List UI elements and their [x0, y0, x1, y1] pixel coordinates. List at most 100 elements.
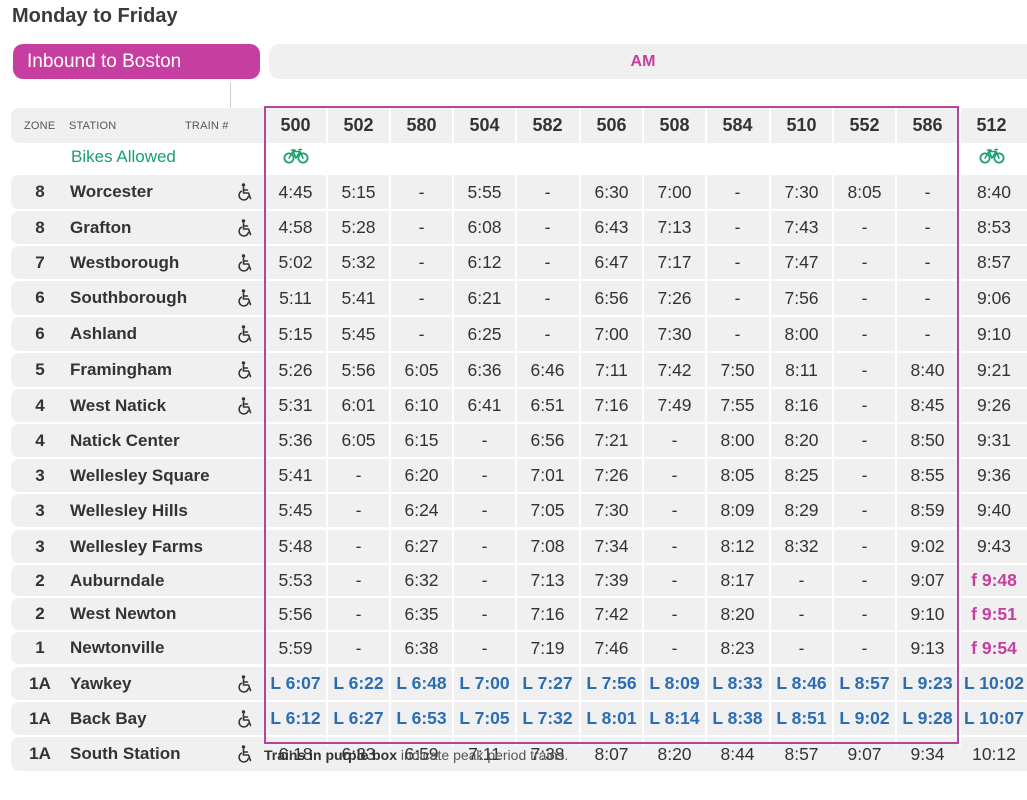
time-cell: L 8:09 — [649, 673, 700, 693]
time-cell: 6:12 — [467, 252, 502, 272]
time-cell: 8:55 — [910, 465, 945, 485]
station-name: Worcester — [70, 182, 153, 201]
station-name: Wellesley Farms — [70, 536, 203, 556]
time-cell: - — [924, 287, 931, 308]
time-cell: - — [671, 637, 678, 658]
time-cell: L 8:57 — [839, 673, 890, 693]
row-bg — [11, 389, 1027, 422]
time-cell: L 7:27 — [522, 673, 573, 693]
time-cell: - — [861, 637, 868, 658]
time-cell: - — [798, 603, 805, 624]
time-cell: 9:43 — [976, 536, 1012, 556]
row-bg — [11, 353, 1027, 387]
time-cell: L 9:28 — [902, 708, 953, 728]
time-cell: - — [861, 252, 868, 272]
time-cell: - — [734, 287, 741, 308]
time-cell: L 7:05 — [459, 708, 510, 728]
time-cell: 6:41 — [467, 395, 502, 415]
header-row-bg — [11, 108, 1027, 143]
time-cell: 8:57 — [784, 743, 819, 764]
time-cell: 6:18 — [278, 743, 313, 764]
time-cell: - — [355, 465, 362, 485]
time-cell: 5:55 — [467, 181, 502, 202]
time-cell: - — [481, 500, 488, 520]
station-name: Natick Center — [70, 430, 180, 450]
footnote: Trains in purple box indicate peak perio… — [264, 747, 568, 763]
zone-cell: 1A — [29, 744, 51, 763]
column-divider — [389, 108, 391, 746]
zone-cell: 7 — [35, 252, 45, 272]
time-cell: 5:45 — [278, 500, 313, 520]
wheelchair-icon — [236, 353, 256, 387]
time-cell: - — [671, 500, 678, 520]
time-cell: L 9:23 — [902, 673, 953, 693]
time-cell: - — [924, 323, 931, 344]
time-cell: - — [734, 181, 741, 202]
zone-header: ZONE — [24, 119, 56, 132]
time-cell: 5:15 — [278, 323, 313, 344]
time-cell: 8:12 — [720, 536, 755, 556]
time-cell: 7:26 — [594, 465, 629, 485]
time-cell: - — [418, 323, 425, 344]
time-cell: 5:02 — [278, 252, 313, 272]
time-cell: 7:39 — [594, 570, 629, 590]
time-cell: 5:56 — [341, 359, 376, 380]
train-number: 510 — [786, 115, 817, 135]
station-header: STATION — [69, 119, 117, 132]
row-bg — [11, 702, 1027, 735]
time-cell: 8:44 — [720, 743, 755, 764]
page-title: Monday to Friday — [12, 5, 178, 27]
time-cell: L 6:07 — [270, 673, 321, 693]
row-bg — [11, 494, 1027, 527]
time-cell: 8:57 — [976, 252, 1012, 272]
station-name: West Natick — [70, 395, 167, 415]
time-cell: 7:50 — [720, 359, 755, 380]
time-cell: 9:07 — [910, 570, 945, 590]
time-cell: - — [418, 252, 425, 272]
time-cell: - — [924, 217, 931, 237]
station-name: Wellesley Hills — [70, 500, 188, 520]
time-cell: 8:11 — [785, 359, 818, 380]
row-bg — [11, 175, 1027, 209]
time-cell: f 9:54 — [971, 637, 1017, 658]
time-cell: 9:31 — [976, 430, 1012, 450]
time-cell: 7:42 — [657, 359, 692, 380]
time-cell: - — [861, 359, 868, 380]
time-cell: 5:36 — [278, 430, 313, 450]
column-divider — [705, 108, 707, 746]
row-bg — [11, 667, 1027, 700]
time-cell: L 9:02 — [839, 708, 890, 728]
time-cell: 9:10 — [910, 603, 945, 624]
time-cell: - — [861, 430, 868, 450]
time-cell: 6:10 — [404, 395, 439, 415]
time-cell: 6:38 — [404, 637, 439, 658]
time-cell: 5:15 — [341, 181, 376, 202]
time-cell: 6:43 — [594, 217, 629, 237]
period-bar: AM — [269, 44, 1027, 79]
time-cell: 6:20 — [404, 465, 439, 485]
station-name: South Station — [70, 744, 181, 763]
row-bg — [11, 424, 1027, 457]
time-cell: - — [861, 287, 868, 308]
row-bg — [11, 281, 1027, 315]
time-cell: 6:30 — [594, 181, 629, 202]
time-cell: 8:20 — [720, 603, 755, 624]
direction-tab[interactable]: Inbound to Boston — [13, 44, 260, 79]
time-cell: 8:09 — [720, 500, 755, 520]
train-number-header: TRAIN # — [185, 119, 229, 132]
time-cell: 7:56 — [784, 287, 819, 308]
zone-cell: 6 — [35, 288, 45, 307]
row-bg — [11, 246, 1027, 279]
station-name: Grafton — [70, 217, 132, 237]
time-cell: 6:56 — [594, 287, 629, 308]
time-cell: 7:05 — [530, 500, 565, 520]
column-divider — [515, 108, 517, 746]
bicycle-icon — [960, 142, 1023, 170]
time-cell: 6:25 — [467, 323, 502, 344]
time-cell: - — [861, 536, 868, 556]
time-cell: 5:59 — [278, 637, 313, 658]
station-name: Ashland — [70, 324, 138, 343]
time-cell: 8:20 — [657, 743, 692, 764]
column-divider — [959, 108, 961, 746]
time-cell: 7:47 — [784, 252, 819, 272]
